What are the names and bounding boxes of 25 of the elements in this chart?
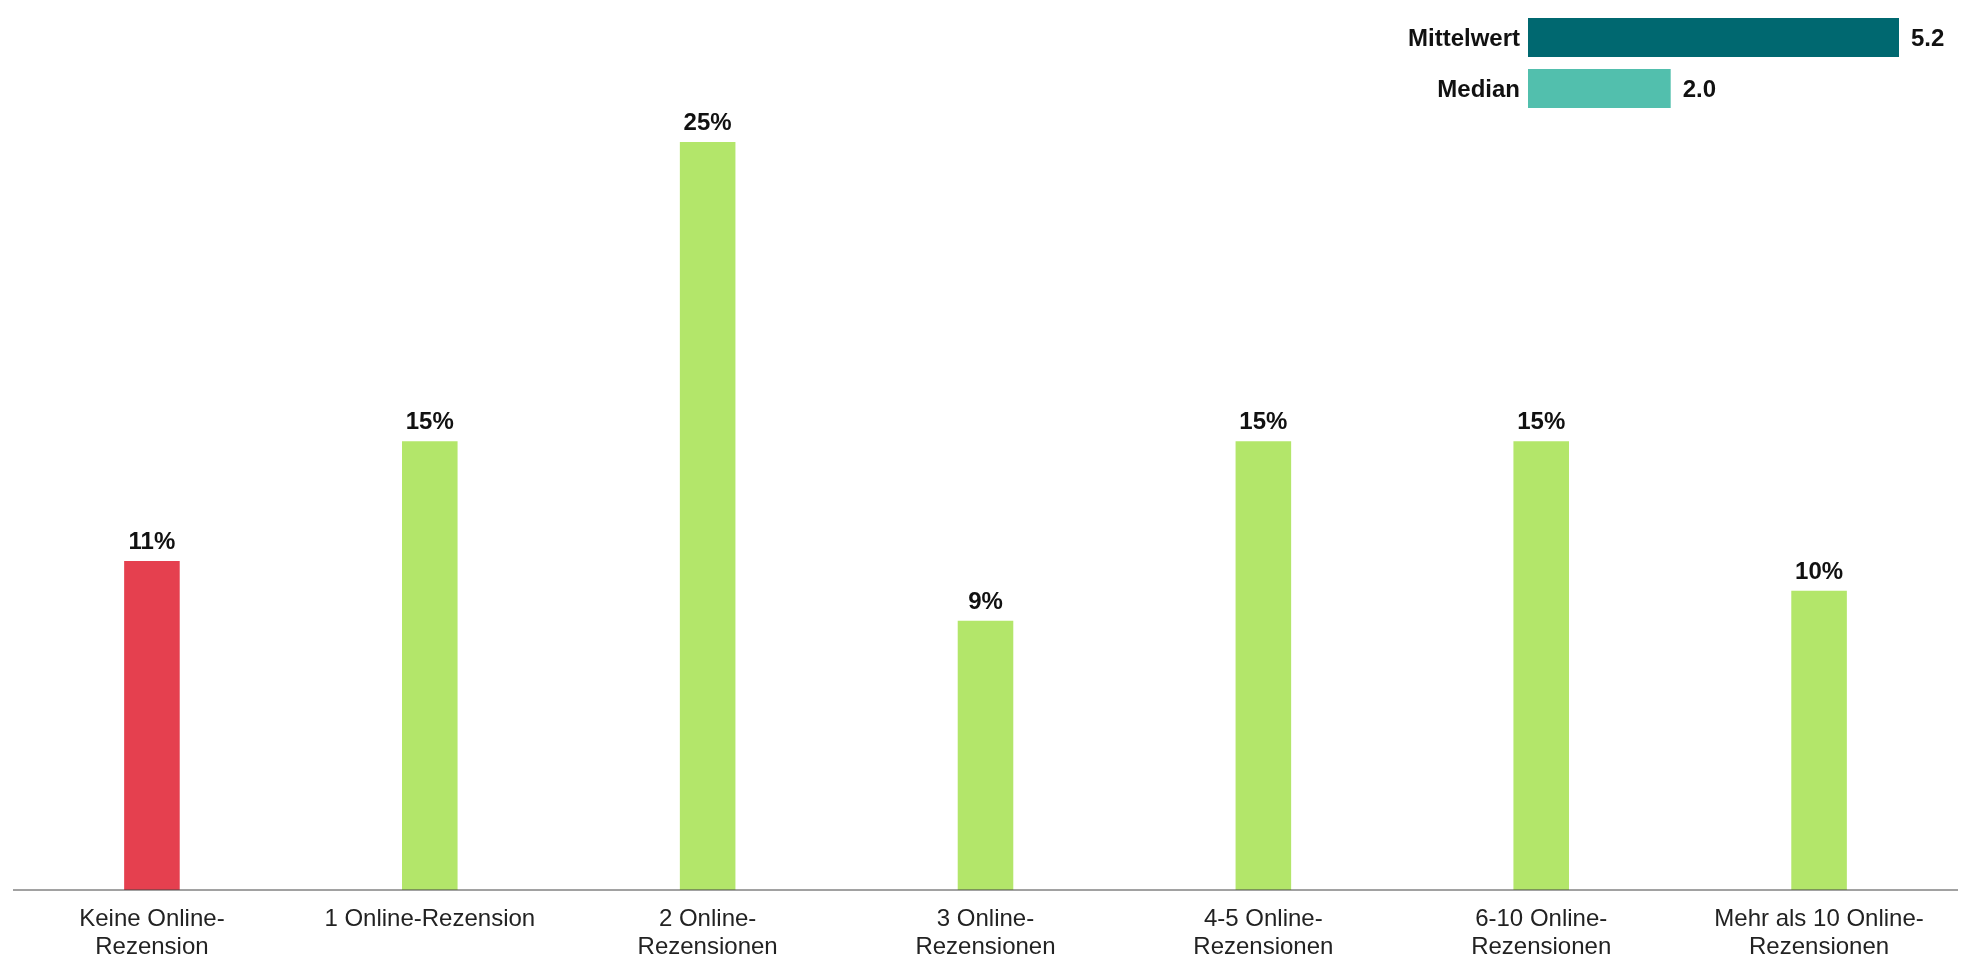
bar — [402, 441, 458, 890]
bar — [1513, 441, 1569, 890]
y-tick-label: Mittelwert — [1407, 24, 1520, 52]
x-tick-label: Keine Online-Rezension — [79, 904, 225, 959]
bar — [679, 142, 736, 890]
data-label: 10% — [1795, 556, 1844, 584]
data-label: 9% — [968, 586, 1003, 614]
x-tick-label: 6-10 Online-Rezensionen — [1471, 904, 1612, 959]
bar — [1235, 441, 1292, 890]
x-tick-label: 4-5 Online-Rezensionen — [1193, 904, 1334, 959]
x-tick-label: 3 Online-Rezensionen — [915, 904, 1056, 959]
data-label: 15% — [405, 407, 454, 435]
bar — [1791, 590, 1847, 890]
x-tick-label: 1 Online-Rezension — [324, 904, 536, 931]
data-label: 25% — [683, 108, 732, 135]
x-tick-label: Mehr als 10 Online-Rezensionen — [1714, 904, 1924, 959]
data-label: 5.2 — [1911, 24, 1945, 52]
data-label: 2.0 — [1682, 75, 1717, 103]
data-label: 15% — [1239, 407, 1288, 435]
bar — [124, 560, 180, 890]
bar — [957, 620, 1014, 890]
y-tick-label: Median — [1437, 75, 1520, 103]
x-tick-label: 2 Online-Rezensionen — [637, 904, 778, 959]
data-label: 15% — [1517, 407, 1566, 435]
data-label: 11% — [128, 526, 176, 554]
